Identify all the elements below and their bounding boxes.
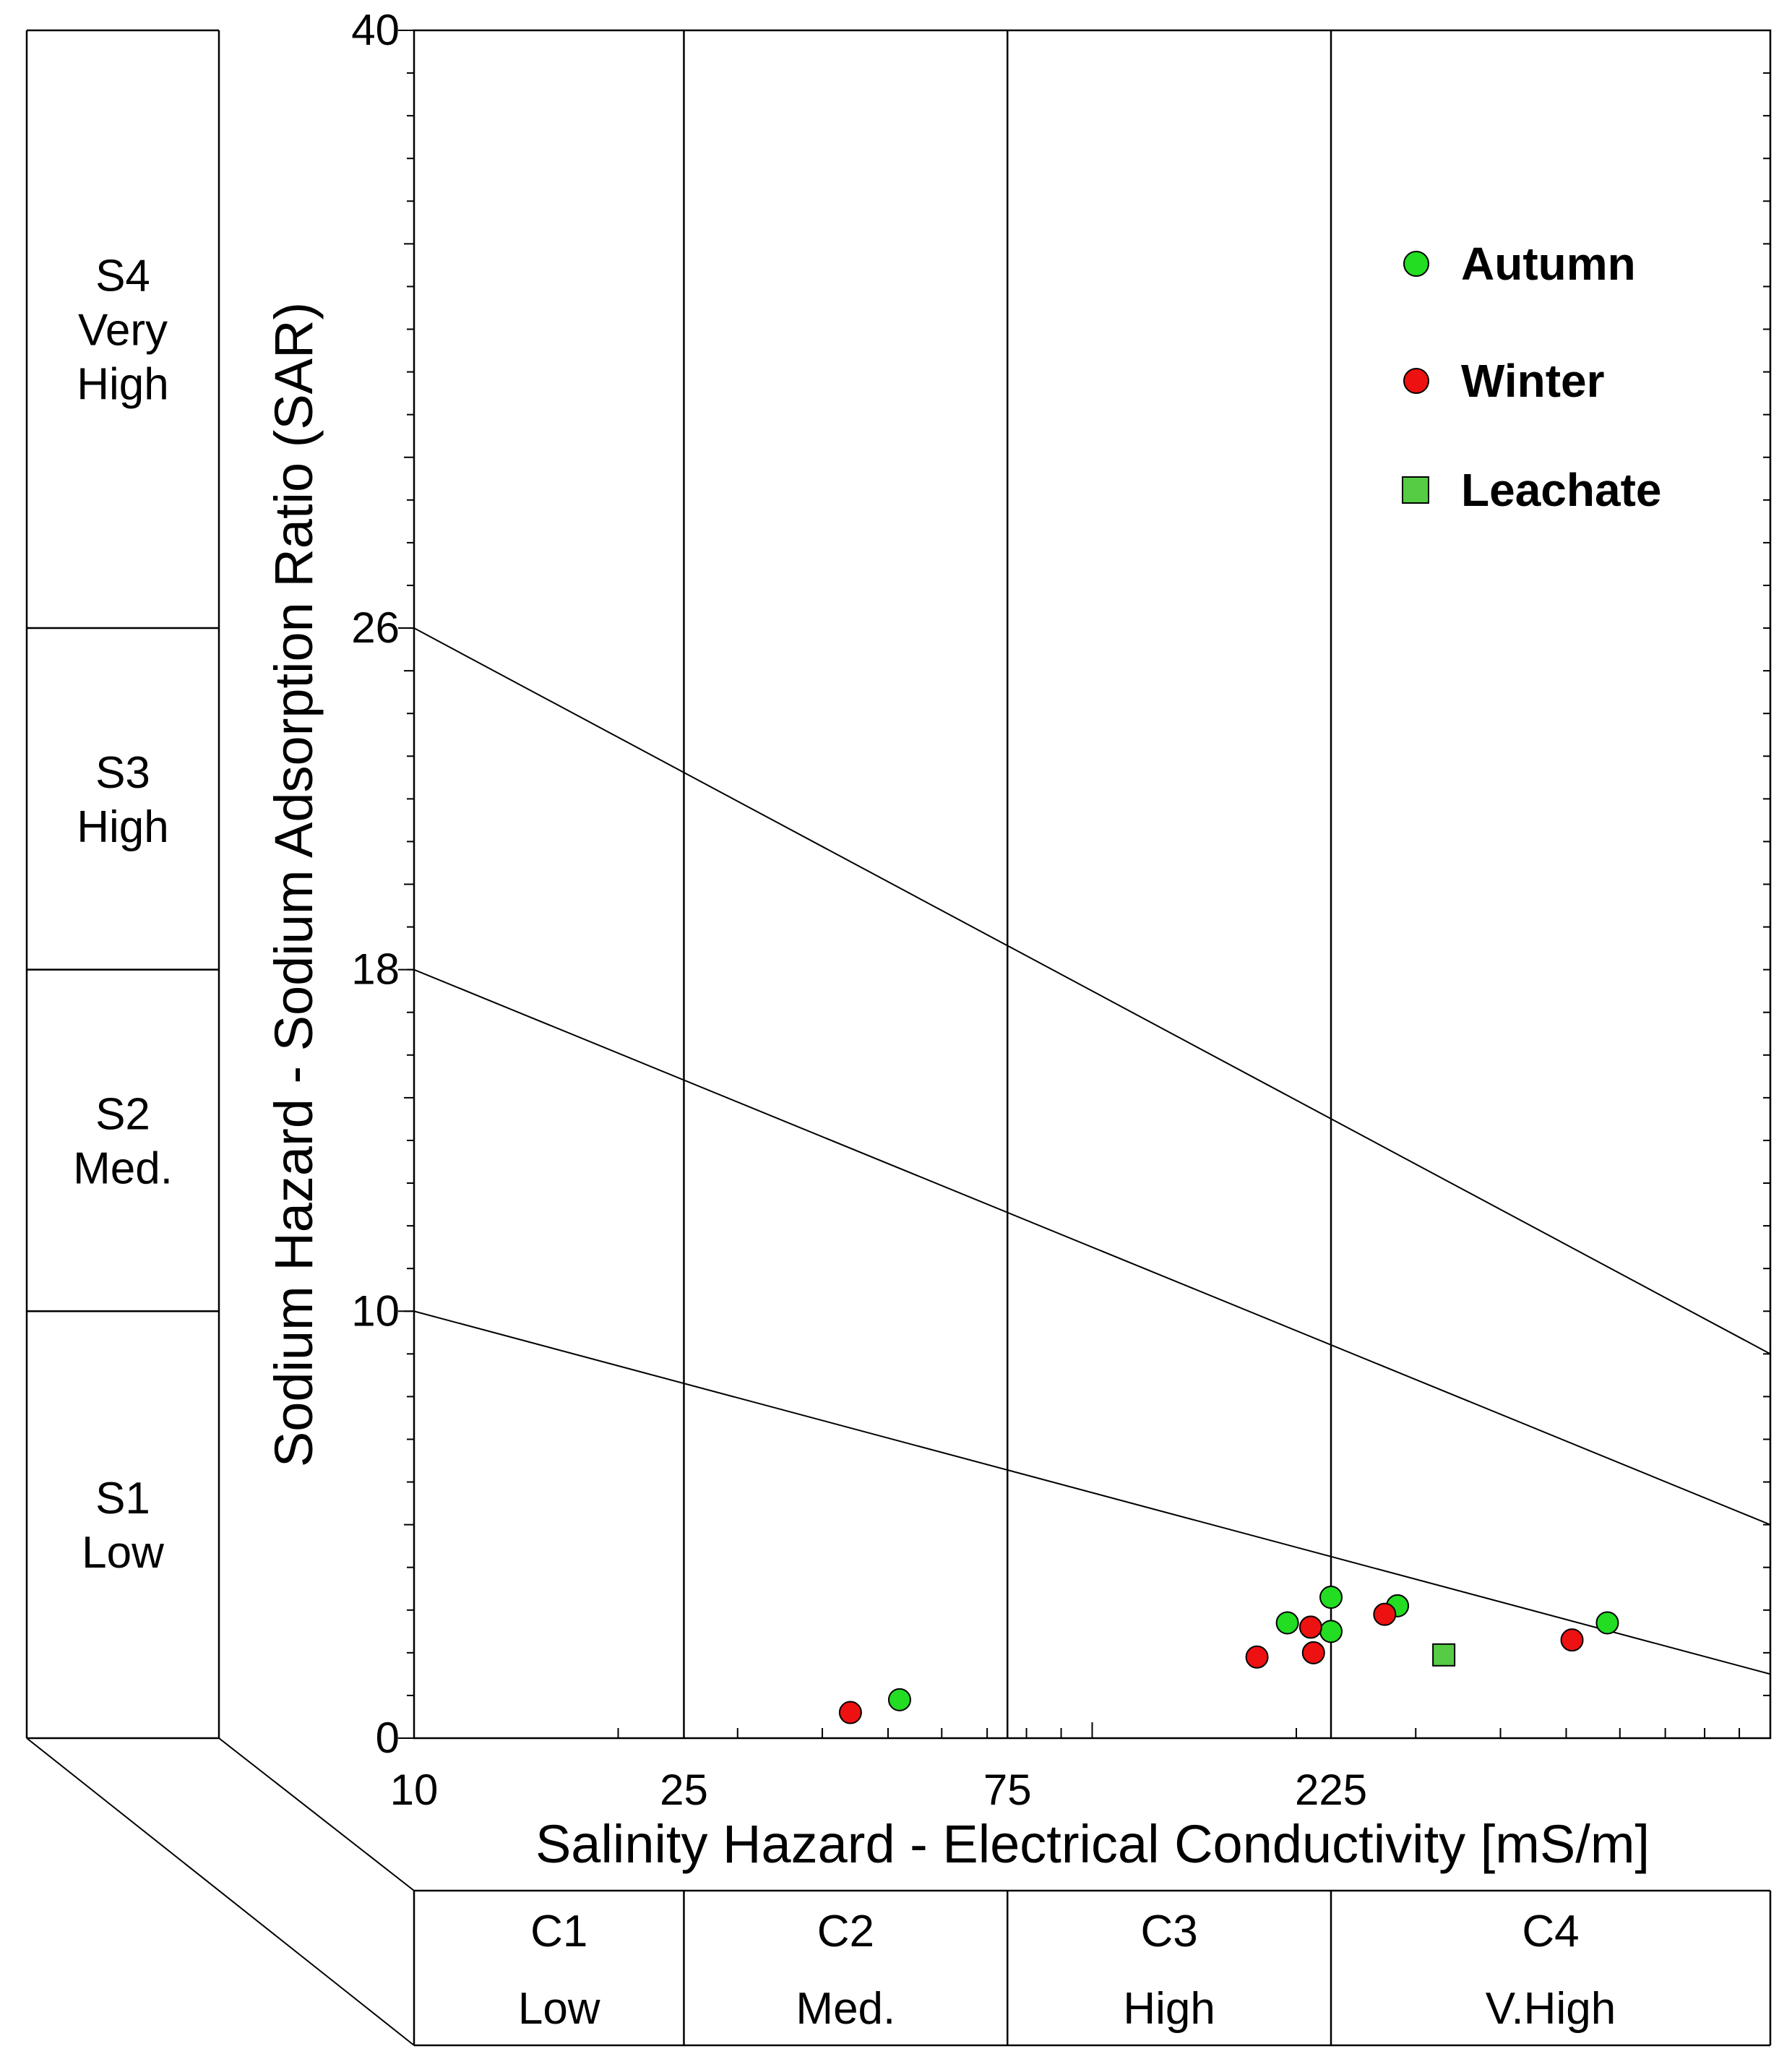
legend-label: Winter	[1461, 355, 1605, 407]
winter-point	[1560, 1628, 1584, 1652]
autumn-point	[1275, 1611, 1299, 1635]
y-tick-label: 26	[351, 603, 400, 652]
y-tick-label: 40	[351, 6, 400, 54]
sodium-class-label: High	[77, 802, 169, 852]
winter-point	[838, 1701, 862, 1724]
salinity-class-code: C1	[530, 1907, 587, 1956]
salinity-class-code: C2	[817, 1907, 874, 1956]
salinity-class-code: C3	[1141, 1907, 1198, 1956]
legend: Autumn Winter Leachate	[1402, 238, 1661, 516]
sodium-class-label: S1	[95, 1474, 150, 1524]
leachate-point	[1432, 1643, 1456, 1667]
sodium-hazard-boundary	[413, 1310, 1771, 1675]
winter-point	[1373, 1602, 1397, 1626]
sodium-hazard-boundary	[413, 627, 1771, 1355]
salinity-class-table: C1 Low C2 Med. C3 High C4 V.High	[413, 1889, 1772, 2047]
sodium-class-label: S3	[95, 748, 150, 798]
sodium-class-label: Very	[78, 306, 168, 356]
autumn-point	[1319, 1586, 1343, 1610]
y-axis-label: Sodium Hazard - Sodium Adsorption Ratio …	[264, 302, 324, 1467]
salinity-class-name: Low	[518, 1984, 600, 2034]
x-tick-label: 225	[1295, 1766, 1367, 1814]
sodium-class-label: S2	[95, 1089, 150, 1139]
autumn-point	[1319, 1620, 1343, 1643]
legend-label: Autumn	[1461, 238, 1636, 290]
salinity-class-name: High	[1123, 1984, 1215, 2034]
autumn-point	[1595, 1611, 1619, 1635]
legend-marker	[1402, 476, 1429, 504]
x-axis-label: Salinity Hazard - Electrical Conductivit…	[535, 1814, 1650, 1874]
perspective-connectors	[26, 1737, 415, 2046]
x-tick-label: 25	[660, 1766, 708, 1814]
legend-marker	[1403, 251, 1429, 277]
salinity-class-code: C4	[1522, 1907, 1579, 1956]
x-tick-label: 75	[983, 1766, 1032, 1814]
autumn-point	[887, 1688, 911, 1711]
y-tick-label: 18	[351, 945, 400, 994]
legend-marker	[1403, 368, 1429, 394]
legend-label: Leachate	[1461, 464, 1661, 516]
y-tick-label: 10	[351, 1286, 400, 1335]
winter-point	[1298, 1615, 1322, 1639]
winter-point	[1301, 1641, 1325, 1664]
sodium-hazard-boundary	[413, 968, 1771, 1526]
plot-area	[404, 29, 1772, 1740]
salinity-class-name: V.High	[1486, 1984, 1616, 2034]
sodium-class-label: S4	[95, 252, 150, 301]
sodium-class-label: Low	[82, 1528, 164, 1578]
y-tick-label: 0	[376, 1714, 400, 1762]
x-tick-label: 10	[390, 1766, 439, 1814]
sodium-class-label: High	[77, 360, 169, 410]
sodium-class-label: Med.	[73, 1143, 173, 1193]
winter-point	[1245, 1645, 1269, 1669]
salinity-class-name: Med.	[796, 1984, 895, 2034]
